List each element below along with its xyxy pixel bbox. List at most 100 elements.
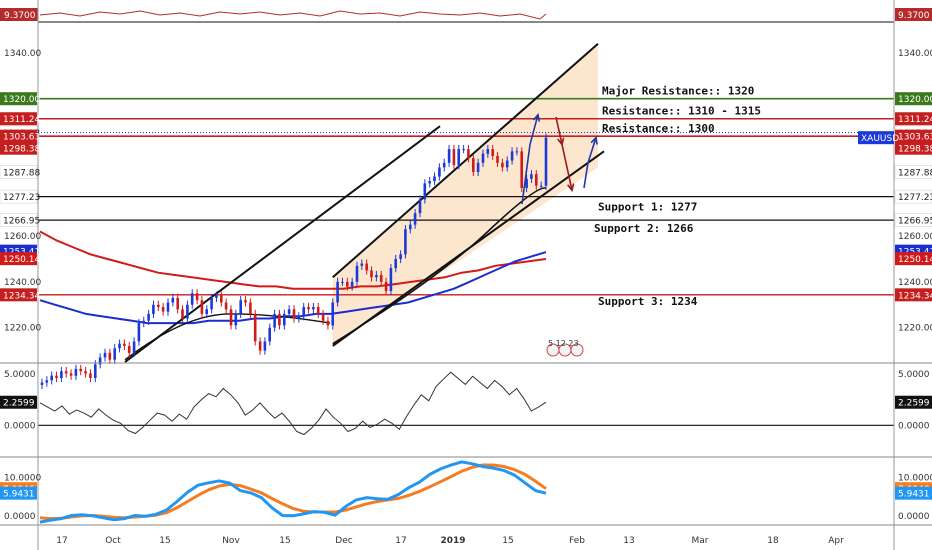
osc-right-last-badge xyxy=(895,395,932,409)
left-price-label-10: 1234.34 xyxy=(3,291,40,301)
candle-body xyxy=(79,368,82,372)
candle-body xyxy=(108,352,112,360)
candle-body xyxy=(365,263,368,271)
osc-left-tick-1: 0.0000 xyxy=(4,421,36,431)
left-price-label-3: 1303.63 xyxy=(3,133,40,143)
osc-left-last-label: 2.2599 xyxy=(3,399,35,409)
candle-body xyxy=(307,307,310,310)
x-tick-label-7: 2019 xyxy=(440,536,465,546)
candle-body xyxy=(462,149,465,151)
left-price-badge-10 xyxy=(0,288,37,302)
candle-body xyxy=(224,302,228,310)
candle-body xyxy=(350,281,354,287)
candle-body xyxy=(525,178,528,188)
candle-body xyxy=(132,341,136,353)
right-price-badge-7 xyxy=(894,213,932,227)
candle-body xyxy=(229,309,233,326)
candle-body xyxy=(258,341,262,351)
right-y-tick-2: 1260.00 xyxy=(898,232,932,242)
candle-body xyxy=(423,183,427,200)
candle-body xyxy=(64,371,68,374)
candle-body xyxy=(292,309,296,319)
candle-body xyxy=(69,373,73,376)
candle-body xyxy=(147,313,150,321)
candle-body xyxy=(40,382,44,385)
candle-body xyxy=(447,149,451,163)
ema-black-curve xyxy=(332,187,547,345)
candle-body xyxy=(544,137,548,186)
candle-body xyxy=(501,162,504,168)
candle-body xyxy=(433,176,436,182)
candle-body xyxy=(346,281,349,287)
left-price-label-1: 1311.24 xyxy=(3,115,40,125)
right-price-badge-0 xyxy=(895,92,932,106)
left-price-badge-9 xyxy=(0,252,37,266)
candle-body xyxy=(205,309,208,314)
x-tick-label-0: 17 xyxy=(56,536,67,546)
candle-body xyxy=(215,295,218,298)
left-y-tick-1: 1240.00 xyxy=(4,278,41,288)
candle-body xyxy=(535,174,538,186)
candle-body xyxy=(263,341,267,351)
x-tick-label-6: 17 xyxy=(395,536,406,546)
news-icons-label: 5 12 23 xyxy=(548,339,579,348)
trendline-long xyxy=(124,125,441,363)
moving-average-red xyxy=(39,230,547,290)
projection-arrow-down-2-head xyxy=(567,183,575,193)
candle-body xyxy=(331,302,334,326)
candle-body xyxy=(404,229,407,255)
candle-body xyxy=(336,281,339,303)
macd-main-line xyxy=(39,460,547,524)
candle-body xyxy=(520,151,523,188)
candle-body xyxy=(94,364,97,378)
level-annotation-1: Resistance:: 1310 - 1315 xyxy=(602,105,761,118)
left-price-badge-3 xyxy=(0,129,37,143)
candle-body xyxy=(283,313,286,326)
candle-body xyxy=(210,297,213,310)
level-annotation-4: Support 2: 1266 xyxy=(594,222,694,235)
x-tick-label-12: 18 xyxy=(767,536,779,546)
macd-right-last-label-1: 5.9431 xyxy=(898,490,930,500)
oscillator-pane xyxy=(38,371,894,436)
candle-body xyxy=(452,149,456,166)
macd-right-tick-0: 10.0000 xyxy=(898,473,932,483)
right-price-label-1: 1311.24 xyxy=(898,115,932,125)
symbol-tag-badge xyxy=(858,131,894,145)
x-tick-label-4: 15 xyxy=(279,536,290,546)
candle-body xyxy=(89,373,92,378)
right-price-label-0: 1320.00 xyxy=(898,95,932,105)
right-price-badge-10 xyxy=(895,288,932,302)
candle-body xyxy=(84,371,87,374)
projection-arrow-up-2-head xyxy=(590,135,598,145)
macd-left-last-label-1: 5.9431 xyxy=(3,490,35,500)
candle-body xyxy=(137,323,141,342)
right-price-badge-5 xyxy=(894,165,932,179)
right-price-badge-3 xyxy=(895,129,932,143)
candle-body xyxy=(220,295,223,303)
candle-body xyxy=(515,151,519,153)
mini-right-price-badge xyxy=(895,8,932,21)
candle-body xyxy=(418,199,422,214)
right-price-label-7: 1266.95 xyxy=(898,217,932,227)
right-price-label-10: 1234.34 xyxy=(898,291,932,301)
candle-body xyxy=(384,281,388,292)
candle-body xyxy=(195,293,199,301)
candle-body xyxy=(60,371,63,379)
x-tick-label-2: 15 xyxy=(159,536,170,546)
candle-body xyxy=(428,181,431,184)
candle-body xyxy=(321,313,325,321)
candle-body xyxy=(360,263,364,266)
candle-body xyxy=(472,158,475,172)
right-price-label-3: 1303.63 xyxy=(898,133,932,143)
candle-body xyxy=(152,304,155,314)
candle-body xyxy=(312,307,315,310)
level-annotation-5: Support 3: 1234 xyxy=(598,295,698,308)
left-price-badge-6 xyxy=(0,189,38,204)
top-mini-pane: 9.3700 9.3700 xyxy=(0,8,932,23)
left-y-tick-0: 1220.00 xyxy=(4,324,41,334)
candle-body xyxy=(287,309,291,314)
right-price-label-9: 1250.14 xyxy=(898,255,932,265)
channel-upper-line xyxy=(332,42,599,279)
candle-body xyxy=(486,149,490,154)
